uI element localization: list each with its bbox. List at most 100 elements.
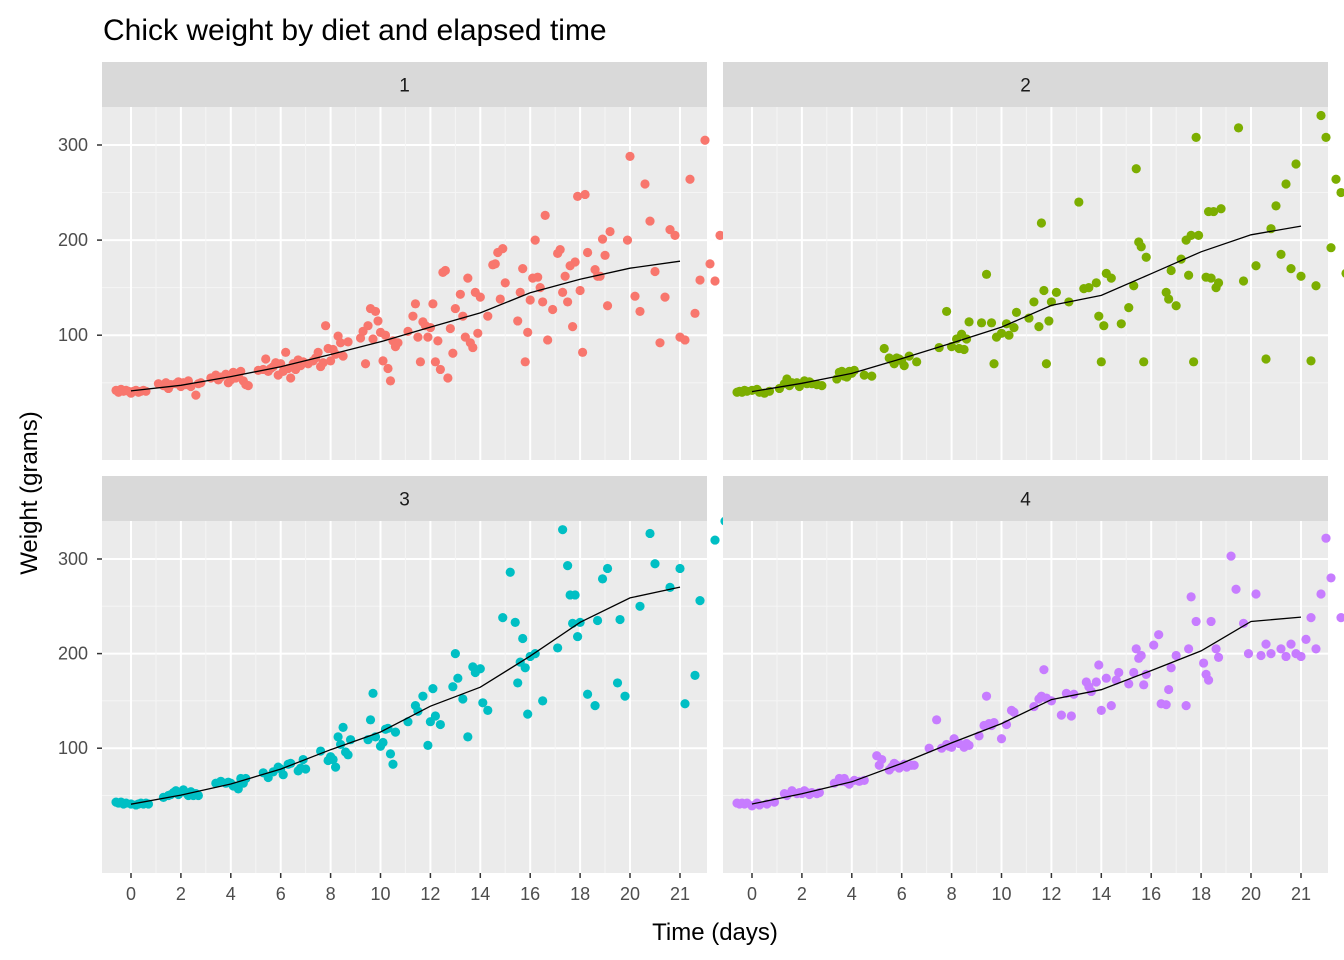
- data-point: [670, 230, 680, 240]
- data-point: [1116, 319, 1126, 329]
- data-point: [582, 247, 593, 258]
- data-point: [428, 684, 438, 694]
- data-point: [650, 559, 660, 569]
- data-point: [695, 596, 705, 606]
- data-point: [1233, 123, 1244, 133]
- data-point: [1189, 357, 1199, 367]
- data-point: [335, 338, 346, 348]
- data-point: [518, 264, 528, 274]
- data-point: [505, 567, 515, 577]
- x-tick-label: 4: [226, 884, 236, 904]
- x-tick-label: 18: [1191, 884, 1211, 904]
- data-point: [602, 301, 613, 311]
- data-point: [1131, 644, 1141, 654]
- data-point: [1336, 613, 1344, 623]
- data-point: [368, 334, 378, 344]
- data-point: [473, 328, 483, 338]
- data-point: [710, 276, 720, 286]
- data-point: [622, 235, 633, 245]
- data-point: [548, 304, 558, 315]
- x-tick-label: 4: [847, 884, 857, 904]
- x-tick-label: 0: [126, 884, 136, 904]
- data-point: [1094, 660, 1104, 670]
- data-point: [942, 306, 952, 317]
- data-point: [443, 373, 453, 383]
- data-point: [573, 191, 583, 201]
- panel-background: [723, 521, 1328, 873]
- data-point: [1004, 330, 1014, 340]
- facet-panel-4: 4 0 2 4 6 8 10 12 14 16 18 20 21: [723, 476, 1344, 904]
- data-point: [695, 275, 705, 285]
- data-point: [370, 306, 381, 317]
- data-point: [463, 273, 473, 283]
- data-point: [1139, 680, 1149, 690]
- data-point: [1101, 673, 1111, 683]
- facet-strip: [723, 62, 1328, 107]
- data-point: [1114, 667, 1124, 678]
- data-point: [909, 760, 919, 770]
- data-point: [961, 334, 972, 344]
- data-point: [1124, 679, 1134, 689]
- x-tick-label: 16: [520, 884, 540, 904]
- data-point: [650, 266, 660, 277]
- data-point: [630, 291, 640, 301]
- data-point: [330, 349, 341, 359]
- data-point: [645, 216, 655, 226]
- facet-strip-label: 4: [1020, 490, 1031, 511]
- data-point: [655, 338, 665, 348]
- x-tick-label: 6: [276, 884, 286, 904]
- data-point: [450, 303, 460, 314]
- data-point: [1316, 589, 1326, 599]
- data-point: [490, 259, 500, 269]
- data-point: [373, 316, 383, 326]
- facet-strip: [102, 476, 707, 521]
- x-tick-label: 18: [570, 884, 590, 904]
- data-point: [620, 691, 630, 701]
- data-point: [435, 364, 445, 375]
- data-point: [458, 694, 468, 704]
- data-point: [1326, 573, 1336, 583]
- data-point: [1261, 354, 1271, 364]
- data-point: [1326, 243, 1336, 253]
- data-point: [867, 371, 877, 381]
- data-point: [912, 357, 922, 367]
- data-point: [1213, 652, 1224, 662]
- trend-line: [751, 616, 1302, 805]
- data-point: [1154, 630, 1164, 640]
- data-point: [540, 210, 550, 220]
- data-point: [1306, 613, 1316, 623]
- data-point: [680, 335, 690, 345]
- x-tick-label: 21: [1291, 884, 1311, 904]
- data-point: [1251, 261, 1261, 271]
- data-point: [520, 663, 530, 673]
- data-point: [365, 715, 376, 725]
- data-point: [513, 316, 523, 326]
- data-point: [430, 711, 440, 721]
- data-point: [1226, 551, 1236, 561]
- data-point: [989, 359, 999, 369]
- data-point: [1336, 187, 1344, 198]
- data-point: [1321, 533, 1331, 543]
- data-point: [453, 673, 463, 683]
- data-point: [1213, 278, 1224, 288]
- chart-title: Chick weight by diet and elapsed time: [103, 14, 607, 47]
- data-point: [1141, 252, 1151, 262]
- data-point: [932, 715, 942, 725]
- data-point: [558, 525, 568, 535]
- trend-line: [130, 586, 681, 805]
- data-point: [525, 295, 535, 305]
- data-point: [947, 742, 957, 752]
- data-point: [595, 271, 605, 281]
- data-point: [380, 330, 391, 340]
- data-point: [326, 356, 336, 366]
- data-point: [141, 386, 151, 396]
- x-tick-label: 8: [947, 884, 957, 904]
- data-point: [530, 235, 540, 245]
- data-point: [1106, 273, 1116, 283]
- data-point: [448, 348, 458, 358]
- panel-background: [102, 107, 707, 460]
- x-axis-title: Time (days): [652, 919, 778, 946]
- data-point: [518, 633, 528, 644]
- data-point: [328, 754, 338, 765]
- data-point: [475, 664, 485, 674]
